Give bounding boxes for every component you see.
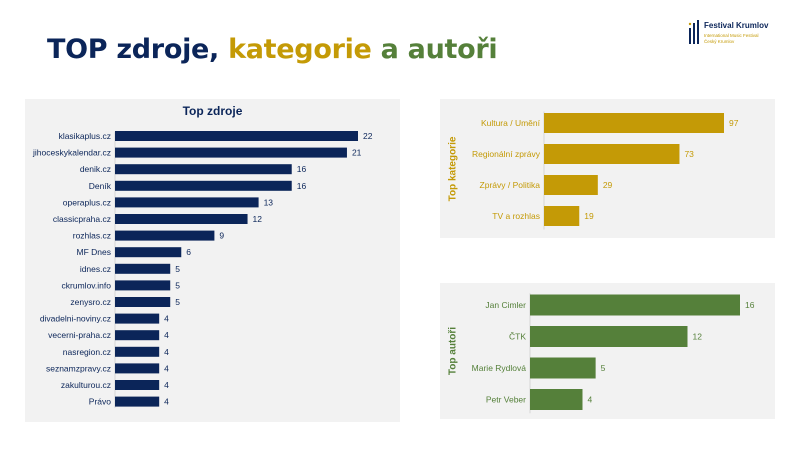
- bar-seznamzpravy-cz: [115, 363, 160, 374]
- bar-nasregion-cz: [115, 346, 160, 357]
- category-label-nasregion-cz: nasregion.cz: [63, 347, 111, 357]
- category-label-seznamzpravy-cz: seznamzpravy.cz: [46, 363, 111, 373]
- value-label-operaplus-cz: 13: [264, 197, 274, 207]
- category-label-denik-cz: denik.cz: [80, 164, 111, 174]
- logo-subtitle-1: International Music Festival: [704, 33, 759, 38]
- sources-chart-title: Top zdroje: [182, 104, 243, 118]
- bar-kultura-umeni: [544, 113, 724, 133]
- value-label-mf-dnes: 6: [186, 247, 191, 257]
- bar-pravo: [115, 396, 160, 407]
- value-label-idnes-cz: 5: [175, 264, 180, 274]
- bar-ctk: [530, 326, 688, 347]
- bar-denik-cz: [115, 164, 292, 175]
- value-label-kultura-umeni: 97: [729, 118, 739, 128]
- value-label-zpravy-politika: 29: [603, 180, 613, 190]
- festival-logo-mark-icon: [688, 20, 699, 44]
- category-label-denik: Deník: [89, 181, 112, 191]
- bar-zpravy-politika: [544, 175, 598, 195]
- category-label-tv-a-rozhlas: TV a rozhlas: [492, 211, 540, 221]
- title-part-categories: kategorie: [228, 34, 372, 65]
- value-label-zakulturou-cz: 4: [164, 380, 169, 390]
- category-label-vecerni-praha-cz: vecerni-praha.cz: [48, 330, 111, 340]
- title-part-authors: a autoři: [371, 34, 498, 65]
- value-label-tv-a-rozhlas: 19: [584, 211, 594, 221]
- categories-chart-panel: Top kategorie Kultura / Umění 97 Regionáln…: [440, 99, 775, 238]
- title-part-sources: TOP zdroje,: [47, 34, 229, 65]
- bar-divadelni-noviny-cz: [115, 313, 160, 324]
- category-label-ckrumlov-info: ckrumlov.info: [62, 280, 112, 290]
- value-label-jan-cimler: 16: [745, 300, 755, 310]
- category-label-zenysro-cz: zenysro.cz: [70, 297, 111, 307]
- bar-jan-cimler: [530, 294, 740, 316]
- value-label-nasregion-cz: 4: [164, 347, 169, 357]
- value-label-jihoceskykalendar-cz: 21: [352, 148, 362, 158]
- category-label-pravo: Právo: [89, 397, 111, 407]
- bar-petr-veber: [530, 389, 583, 410]
- categories-bar-chart: Kultura / Umění 97 Regionální zprávy 73 Zprá…: [472, 111, 739, 230]
- logo-name: Festival Krumlov: [704, 21, 769, 30]
- category-label-jihoceskykalendar-cz: jihoceskykalendar.cz: [32, 148, 111, 158]
- value-label-petr-veber: 4: [588, 395, 593, 405]
- category-label-klasikaplus-cz: klasikaplus.cz: [59, 131, 111, 141]
- value-label-ctk: 12: [693, 332, 703, 342]
- category-label-ctk: ČTK: [509, 332, 526, 342]
- bar-idnes-cz: [115, 263, 171, 274]
- category-label-regionalni-zpravy: Regionální zprávy: [472, 149, 541, 159]
- authors-chart-panel: Top autoři Jan Cimler 16 ČTK 12 Marie Rydlov…: [440, 283, 775, 419]
- value-label-divadelni-noviny-cz: 4: [164, 314, 169, 324]
- category-label-marie-rydlova: Marie Rydlová: [472, 363, 527, 373]
- value-label-regionalni-zpravy: 73: [684, 149, 694, 159]
- category-label-rozhlas-cz: rozhlas.cz: [73, 231, 111, 241]
- category-label-jan-cimler: Jan Cimler: [485, 300, 526, 310]
- bar-zenysro-cz: [115, 297, 171, 307]
- logo-subtitle-2: Český Krumlov: [704, 39, 735, 44]
- value-label-classicpraha-cz: 12: [253, 214, 263, 224]
- category-label-kultura-umeni: Kultura / Umění: [481, 118, 541, 128]
- page-title: TOP zdroje, kategorie a autoři: [47, 34, 498, 65]
- bar-denik: [115, 180, 292, 191]
- value-label-seznamzpravy-cz: 4: [164, 363, 169, 373]
- value-label-marie-rydlova: 5: [601, 363, 606, 373]
- category-label-zpravy-politika: Zprávy / Politika: [480, 180, 541, 190]
- bar-zakulturou-cz: [115, 380, 160, 390]
- bar-klasikaplus-cz: [115, 131, 358, 141]
- category-label-classicpraha-cz: classicpraha.cz: [53, 214, 111, 224]
- sources-bar-chart: klasikaplus.cz 22 jihoceskykalendar.cz 21 de…: [32, 131, 373, 408]
- bar-rozhlas-cz: [115, 230, 215, 241]
- festival-logo: Festival Krumlov International Music Fes…: [688, 19, 788, 53]
- category-label-divadelni-noviny-cz: divadelni-noviny.cz: [40, 314, 111, 324]
- category-label-operaplus-cz: operaplus.cz: [63, 197, 111, 207]
- value-label-denik: 16: [297, 181, 307, 191]
- value-label-rozhlas-cz: 9: [219, 231, 224, 241]
- bar-marie-rydlova: [530, 357, 596, 379]
- value-label-vecerni-praha-cz: 4: [164, 330, 169, 340]
- category-label-zakulturou-cz: zakulturou.cz: [61, 380, 111, 390]
- bar-classicpraha-cz: [115, 214, 248, 224]
- bar-mf-dnes: [115, 247, 182, 258]
- bar-jihoceskykalendar-cz: [115, 147, 347, 158]
- value-label-pravo: 4: [164, 397, 169, 407]
- bar-tv-a-rozhlas: [544, 206, 580, 226]
- bar-vecerni-praha-cz: [115, 330, 160, 341]
- value-label-ckrumlov-info: 5: [175, 280, 180, 290]
- category-label-idnes-cz: idnes.cz: [80, 264, 111, 274]
- sources-chart-panel: Top zdroje klasikaplus.cz 22 jihoceskykale…: [25, 99, 400, 422]
- bar-operaplus-cz: [115, 197, 259, 208]
- value-label-zenysro-cz: 5: [175, 297, 180, 307]
- category-label-petr-veber: Petr Veber: [486, 395, 526, 405]
- category-label-mf-dnes: MF Dnes: [77, 247, 111, 257]
- authors-bar-chart: Jan Cimler 16 ČTK 12 Marie Rydlová 5 Petr Vebe…: [472, 293, 755, 414]
- bar-ckrumlov-info: [115, 280, 171, 291]
- bar-regionalni-zpravy: [544, 144, 680, 164]
- value-label-denik-cz: 16: [297, 164, 307, 174]
- value-label-klasikaplus-cz: 22: [363, 131, 373, 141]
